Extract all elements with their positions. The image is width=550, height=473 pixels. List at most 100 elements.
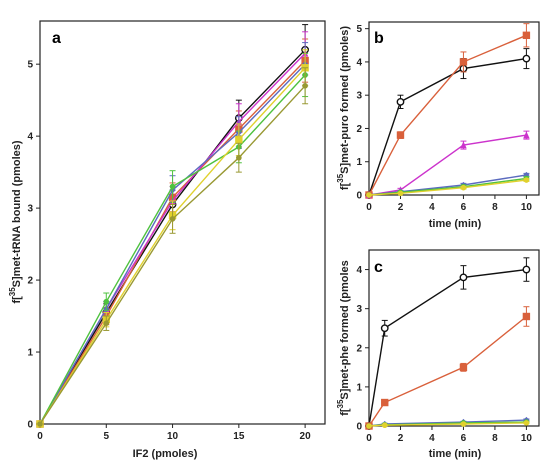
panel-a-xtick-label: 10 bbox=[167, 431, 179, 442]
panel-c-data-point bbox=[459, 363, 468, 372]
panel-c-data-point bbox=[459, 273, 468, 282]
panel-a-ytick-label: 4 bbox=[27, 132, 33, 143]
panel-a: a IF2 (pmoles) f[35S]met-tRNA bound (pmo… bbox=[8, 20, 326, 460]
panel-b-data-point bbox=[523, 177, 530, 183]
panel-b-ytick-label: 4 bbox=[356, 57, 362, 68]
panel-c-series-line bbox=[368, 268, 527, 427]
panel-b-frame bbox=[368, 21, 540, 196]
panel-a-ytick-label: 5 bbox=[27, 60, 33, 71]
panel-c-ytick-label: 3 bbox=[356, 304, 362, 315]
panel-a-data-point bbox=[235, 136, 243, 144]
panel-c-xtick-label: 2 bbox=[398, 433, 404, 444]
panel-a-series-3 bbox=[36, 42, 309, 428]
panel-b-series-line bbox=[368, 57, 527, 196]
panel-a-series-line bbox=[39, 60, 306, 425]
panel-b-data-point bbox=[460, 141, 467, 149]
panel-b-data-point bbox=[459, 58, 468, 66]
panel-a-xtick-label: 5 bbox=[103, 431, 109, 442]
panel-c-ticks: 0 2 4 6 8 10 0 1 2 3 4 bbox=[356, 265, 532, 444]
panel-a-data-point bbox=[37, 421, 43, 427]
panel-a-ytick-label: 3 bbox=[27, 204, 33, 215]
panel-a-xtick-label: 0 bbox=[37, 431, 43, 442]
panel-a-series-line bbox=[39, 85, 306, 425]
panel-a-data-point bbox=[169, 183, 176, 190]
panel-c-data-point bbox=[522, 312, 531, 321]
panel-c: c time (min) f[35S]met-phe formed (pmole… bbox=[336, 249, 540, 460]
panel-a-ylabel-sup: 35 bbox=[8, 287, 17, 296]
panel-c-ytick-label: 1 bbox=[356, 382, 362, 393]
panel-c-ytick-label: 2 bbox=[356, 343, 362, 354]
panel-c-series-4 bbox=[366, 420, 530, 429]
panel-b-ticks: 0 2 4 6 8 10 0 1 2 3 4 5 bbox=[356, 24, 532, 213]
panel-a-series-5 bbox=[36, 49, 309, 428]
panel-b-xtick-label: 10 bbox=[521, 202, 533, 213]
panel-b-xtick-label: 4 bbox=[429, 202, 435, 213]
panel-b: b time (min) f[35S]met-puro formed (pmol… bbox=[336, 21, 540, 230]
panel-a-series-line bbox=[39, 74, 306, 425]
panel-b-series-line bbox=[368, 179, 527, 196]
panel-b-ylabel-sup: 35 bbox=[336, 173, 345, 182]
panel-c-frame bbox=[368, 249, 540, 427]
panel-b-data-point bbox=[522, 54, 531, 63]
panel-b-label: b bbox=[374, 30, 384, 47]
panel-b-data-point bbox=[366, 192, 372, 198]
panel-c-ylabel-part2: S]met-phe formed (pmoles bbox=[339, 260, 351, 399]
panel-a-data-point bbox=[302, 82, 308, 89]
panel-b-xtick-label: 0 bbox=[366, 202, 372, 213]
panel-b-series-line bbox=[368, 134, 527, 196]
panel-c-ylabel: f[35S]met-phe formed (pmoles bbox=[336, 260, 351, 416]
panel-a-series-line bbox=[39, 67, 306, 425]
panel-b-data-point bbox=[460, 184, 467, 191]
panel-b-ytick-label: 2 bbox=[356, 124, 362, 135]
panel-c-data-point bbox=[523, 420, 530, 426]
panel-a-series-line bbox=[39, 52, 306, 425]
panel-a-xlabel: IF2 (pmoles) bbox=[133, 448, 198, 460]
panel-a-xtick-label: 20 bbox=[300, 431, 312, 442]
panel-c-xtick-label: 4 bbox=[429, 433, 435, 444]
panel-b-data-point bbox=[523, 131, 530, 139]
panel-b-ytick-label: 3 bbox=[356, 91, 362, 102]
panel-b-xtick-label: 6 bbox=[461, 202, 467, 213]
panel-b-data-point bbox=[396, 97, 405, 106]
panel-c-ylabel-sup: 35 bbox=[336, 399, 345, 408]
panel-b-plot bbox=[365, 23, 531, 199]
panel-c-series-line bbox=[368, 315, 527, 427]
panel-c-data-point bbox=[380, 324, 389, 333]
panel-c-label: c bbox=[374, 259, 383, 276]
panel-c-data-point bbox=[460, 421, 467, 427]
panel-a-ylabel: f[35S]met-tRNA bound (pmoles) bbox=[8, 140, 23, 303]
panel-c-series-line bbox=[368, 422, 527, 427]
panel-c-xtick-label: 8 bbox=[492, 433, 498, 444]
panel-a-series-6 bbox=[37, 67, 309, 427]
panel-b-series-line bbox=[368, 174, 527, 196]
panel-a-data-point bbox=[236, 154, 242, 161]
panel-c-ytick-label: 0 bbox=[356, 422, 362, 433]
panel-b-series-line bbox=[368, 34, 527, 196]
panel-b-ylabel-part1: f[ bbox=[339, 182, 351, 190]
panel-b-series-1 bbox=[365, 23, 531, 199]
panel-a-xtick-label: 15 bbox=[233, 431, 245, 442]
panel-b-ytick-label: 5 bbox=[356, 24, 362, 35]
panel-c-series-0 bbox=[365, 257, 531, 430]
panel-a-label: a bbox=[52, 30, 61, 47]
panel-a-ylabel-part1: f[ bbox=[11, 296, 23, 304]
panel-c-xtick-label: 0 bbox=[366, 433, 372, 444]
panel-b-data-point bbox=[397, 190, 404, 197]
panel-c-data-point bbox=[366, 423, 372, 429]
panel-a-data-point bbox=[103, 298, 110, 305]
panel-c-data-point bbox=[522, 265, 531, 274]
panel-a-frame bbox=[39, 20, 326, 425]
panel-b-ytick-label: 0 bbox=[356, 191, 362, 202]
panel-b-xtick-label: 8 bbox=[492, 202, 498, 213]
panel-b-data-point bbox=[523, 171, 530, 179]
panel-a-plot bbox=[36, 24, 310, 428]
panel-a-ytick-label: 1 bbox=[27, 348, 33, 359]
panel-c-xtick-label: 6 bbox=[461, 433, 467, 444]
panel-c-ylabel-part1: f[ bbox=[339, 408, 351, 416]
panel-c-plot bbox=[365, 257, 531, 430]
panel-b-data-point bbox=[396, 131, 405, 139]
panel-c-data-point bbox=[381, 422, 388, 429]
panel-b-ylabel: f[35S]met-puro formed (pmoles) bbox=[336, 26, 351, 190]
panel-c-data-point bbox=[381, 398, 389, 407]
